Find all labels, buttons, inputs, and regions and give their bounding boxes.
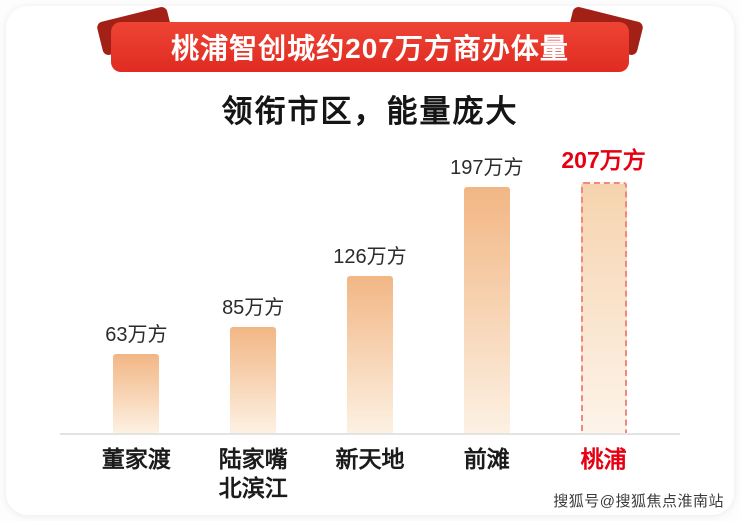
category-label: 前滩 [463, 446, 510, 472]
chart-baseline [60, 433, 680, 435]
bar [463, 187, 510, 433]
bar-column: 197万方 [428, 141, 545, 433]
bar-value-label: 63万方 [105, 324, 168, 346]
bar-column: 126万方 [312, 141, 429, 433]
bar [113, 354, 160, 433]
banner-ribbon: 桃浦智创城约207万方商办体量 [95, 6, 645, 72]
category-label: 董家渡 [101, 446, 171, 472]
sohu-watermark: 搜狐号@搜狐焦点淮南站 [553, 493, 724, 510]
bar [346, 276, 393, 433]
bar-value-label: 207万方 [561, 147, 646, 173]
bar-column: 63万方 [78, 141, 195, 433]
chart-subtitle: 领衔市区，能量庞大 [221, 94, 519, 129]
category-label: 新天地 [335, 446, 405, 472]
bar-chart: 63万方 85万方 126万方 197万方 207万方 董家渡 陆家嘴 北滨江 新天地 前滩 桃… [6, 141, 734, 503]
bar-value-label: 126万方 [333, 246, 407, 268]
category-label: 陆家嘴 北滨江 [218, 446, 288, 501]
bar-value-label: 85万方 [222, 297, 285, 319]
chart-card: 桃浦智创城约207万方商办体量 领衔市区，能量庞大 63万方 85万方 126万方 1… [6, 6, 734, 515]
bar-column: 85万方 [195, 141, 312, 433]
bar [230, 327, 277, 433]
bar-column: 207万方 [545, 141, 662, 433]
category-axis: 董家渡 陆家嘴 北滨江 新天地 前滩 桃浦 [78, 445, 662, 503]
banner-title: 桃浦智创城约207万方商办体量 [111, 22, 629, 72]
plot-area: 63万方 85万方 126万方 197万方 207万方 [78, 141, 662, 433]
category-label: 桃浦 [580, 446, 627, 472]
bar [580, 182, 627, 433]
bar-value-label: 197万方 [450, 157, 524, 179]
